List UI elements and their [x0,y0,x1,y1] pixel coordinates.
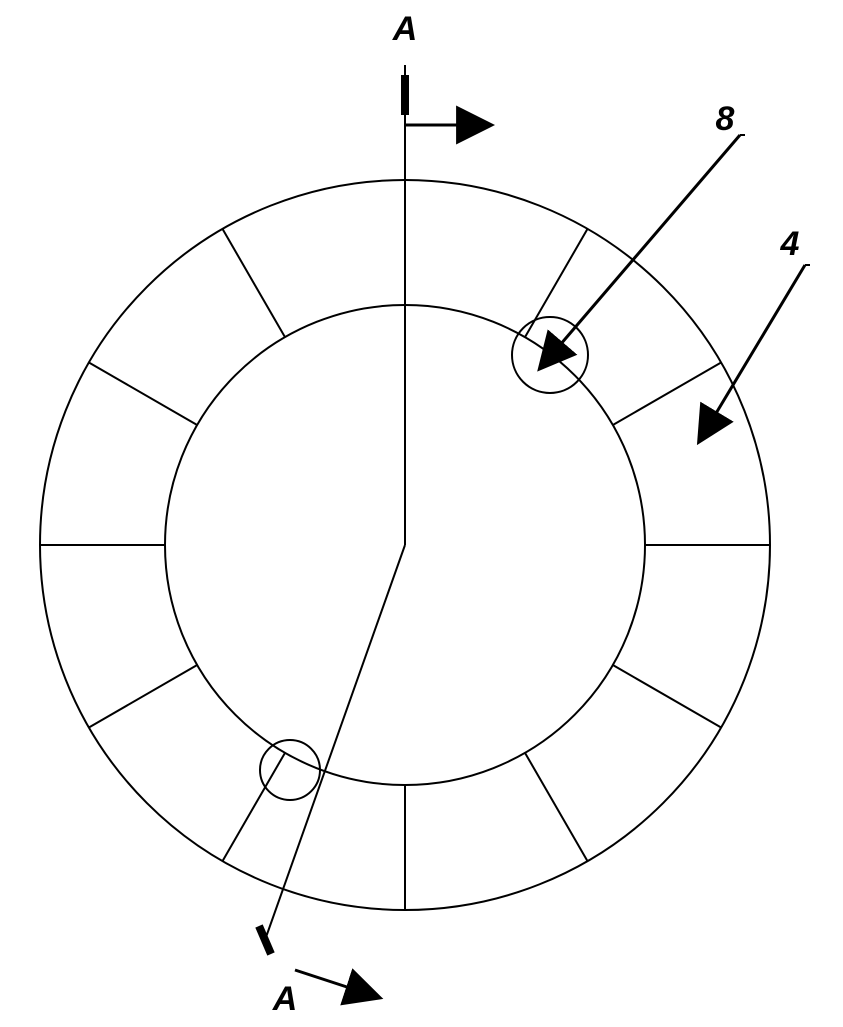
segment-divider [223,229,286,337]
segment-divider [223,753,286,861]
section-label-top: A [392,10,418,48]
detail-circle-1 [260,740,320,800]
segment-divider [613,363,721,426]
leader-line-0 [560,135,740,345]
leader-label-0: 8 [716,100,735,138]
center-line-1 [265,545,405,940]
section-label-bottom: A [272,980,298,1018]
section-arrow-bottom [295,970,350,988]
section-diagram: A A 8 4 [0,0,843,1027]
leader-line-1 [715,265,805,415]
leader-label-1: 4 [780,225,800,263]
segment-divider [525,753,588,861]
segment-divider [89,665,197,728]
segment-divider [613,665,721,728]
segment-divider [89,363,197,426]
